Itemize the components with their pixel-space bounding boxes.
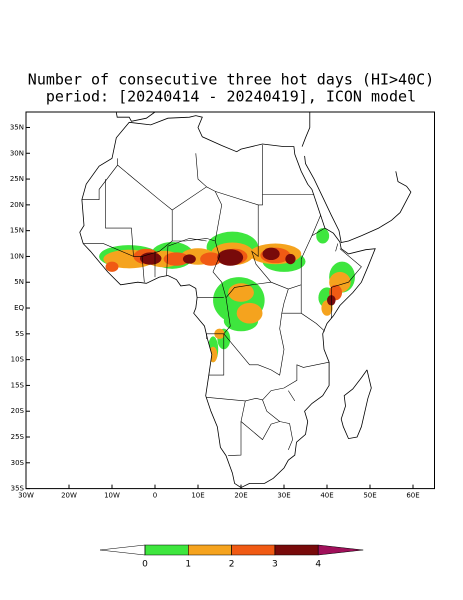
border [251, 204, 321, 290]
x-tick-label: 10W [104, 492, 120, 500]
y-tick-label: 25N [10, 175, 24, 183]
border [171, 210, 216, 242]
y-tick-label: 15S [11, 381, 25, 389]
x-tick-label: 20W [61, 492, 77, 500]
border [281, 312, 326, 332]
y-tick-label: 15N [10, 227, 24, 235]
y-tick-label: 20N [10, 201, 24, 209]
borders [81, 145, 362, 456]
y-tick-label: 5S [15, 330, 24, 338]
subtitle: period: [20240414 - 20240419], ICON mode… [46, 88, 416, 106]
border [206, 333, 224, 339]
border [288, 390, 296, 402]
y-tick-label: 30S [11, 459, 25, 467]
border [240, 400, 246, 422]
border [117, 145, 263, 211]
colorbar-over [317, 544, 364, 556]
border [81, 158, 118, 200]
x-tick-label: 30W [18, 492, 34, 500]
border [141, 256, 145, 283]
border [83, 243, 134, 257]
colorbar-label: 4 [315, 560, 321, 570]
border [262, 399, 280, 422]
colorbar-under [99, 544, 146, 556]
x-tick-label: 20E [234, 492, 247, 500]
x-tick-label: 30E [277, 492, 290, 500]
colorbar-segment [188, 544, 232, 556]
border [240, 421, 293, 451]
border [166, 238, 207, 276]
hot-area [316, 228, 330, 244]
hot-area [285, 253, 296, 265]
y-tick-label: 20S [11, 407, 25, 415]
x-tick-label: 0 [153, 492, 157, 500]
border [105, 179, 173, 257]
y-tick-label: 5N [14, 278, 24, 286]
hot-area [236, 302, 263, 324]
border [331, 248, 362, 319]
hot-area [182, 254, 196, 264]
colorbar-segment [144, 544, 189, 556]
coastline [301, 112, 311, 147]
hot-area [200, 252, 222, 266]
colorbar-label: 3 [272, 560, 278, 570]
colorbar-segment [274, 544, 319, 556]
y-tick-label: 10S [11, 356, 25, 364]
x-tick-label: 40E [320, 492, 333, 500]
hot-area [217, 249, 244, 266]
y-tick-label: 25S [11, 433, 25, 441]
y-tick-label: EQ [14, 304, 24, 312]
border [206, 361, 330, 402]
y-tick-label: 35S [11, 485, 25, 493]
hot-area [105, 261, 119, 272]
hot-area [262, 247, 280, 261]
x-tick-label: 50E [363, 492, 376, 500]
y-tick-label: 10N [10, 252, 24, 260]
x-tick-label: 60E [406, 492, 419, 500]
title: Number of consecutive three hot days (HI… [28, 71, 434, 89]
border [212, 191, 272, 299]
x-tick-label: 10E [191, 492, 204, 500]
coastline [304, 155, 412, 243]
border [228, 421, 242, 456]
colorbar-label: 1 [185, 560, 191, 570]
y-tick-label: 35N [10, 123, 24, 131]
coastline [115, 111, 156, 122]
border [311, 227, 326, 237]
y-tick-label: 30N [10, 149, 24, 157]
hot-areas [99, 228, 355, 363]
coastline [340, 369, 372, 440]
colorbar-label: 0 [142, 560, 148, 570]
border [223, 288, 289, 376]
hot-area [139, 252, 162, 265]
colorbar-segment [231, 544, 276, 556]
colorbar-label: 2 [229, 560, 235, 570]
hot-area [228, 283, 254, 302]
hot-area [163, 252, 190, 266]
border [335, 243, 339, 252]
coastline [79, 115, 376, 489]
map-frame [25, 111, 435, 490]
border [195, 153, 207, 188]
coastlines [79, 111, 412, 489]
